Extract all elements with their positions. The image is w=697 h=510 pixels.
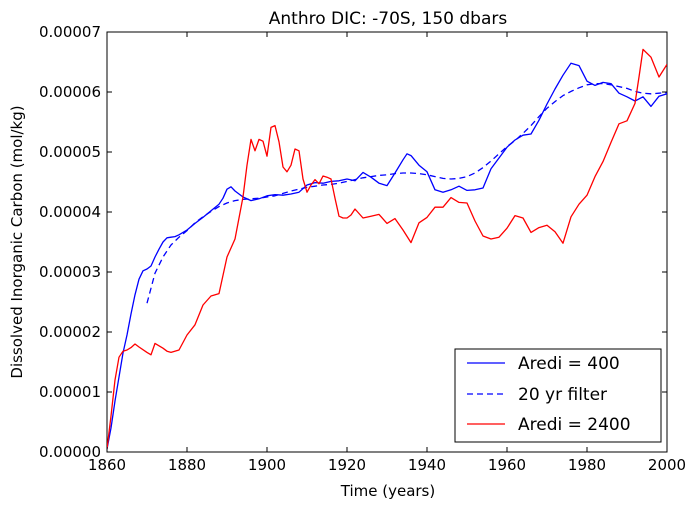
- tick-layer: 1860 1880 1900 1920 1940 1960 1980 2000 0.00000 0…: [39, 23, 686, 474]
- legend-label-aredi-2400: Aredi = 2400: [518, 415, 631, 435]
- x-tick-label: 1940: [408, 456, 446, 474]
- y-tick-label: 0.00004: [39, 203, 101, 221]
- x-tick-label: 1880: [168, 456, 206, 474]
- legend: Aredi = 400 20 yr filter Aredi = 2400: [454, 348, 662, 443]
- legend-label-20yr-filter: 20 yr filter: [518, 385, 607, 405]
- y-tick-label: 0.00001: [39, 383, 101, 401]
- chart-title: Anthro DIC: -70S, 150 dbars: [269, 9, 508, 29]
- legend-label-aredi-400: Aredi = 400: [518, 354, 620, 374]
- x-tick-label: 1860: [88, 456, 126, 474]
- plot-area: [106, 31, 668, 453]
- y-tick-label: 0.00003: [39, 263, 101, 281]
- y-tick-label: 0.00006: [39, 83, 101, 101]
- series-line-aredi-400: [107, 62, 667, 450]
- x-tick-label: 2000: [648, 456, 686, 474]
- y-tick-label: 0.00005: [39, 143, 101, 161]
- series-layer: [107, 48, 667, 450]
- y-axis-label: Dissolved Inorganic Carbon (mol/kg): [8, 105, 26, 378]
- y-tick-label: 0.00007: [39, 23, 101, 41]
- x-tick-label: 1960: [488, 456, 526, 474]
- series-line-aredi-2400: [107, 48, 667, 450]
- y-tick-label: 0.00002: [39, 323, 101, 341]
- series-line-20-yr-filter: [146, 82, 667, 304]
- x-tick-label: 1980: [568, 456, 606, 474]
- x-tick-label: 1900: [248, 456, 286, 474]
- x-axis-label: Time (years): [340, 482, 435, 500]
- legend-box: [454, 348, 662, 443]
- x-tick-label: 1920: [328, 456, 366, 474]
- y-tick-label: 0.00000: [39, 443, 101, 461]
